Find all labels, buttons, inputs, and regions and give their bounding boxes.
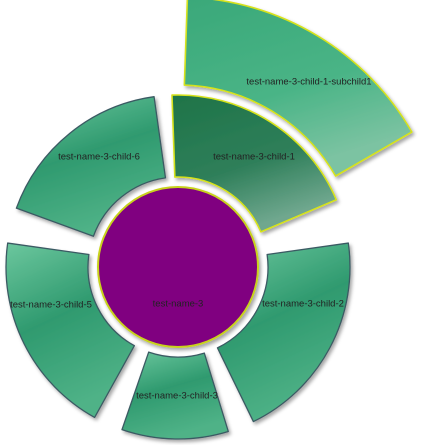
segment-label: test-name-3-child-6	[58, 152, 140, 163]
subsegment-shape[interactable]	[183, 0, 413, 177]
center-node-label: test-name-3	[153, 299, 204, 310]
segment-label: test-name-3-child-5	[10, 300, 92, 311]
segment-label: test-name-3-child-1	[213, 152, 295, 163]
segment-shape[interactable]	[5, 242, 136, 419]
center-node-circle[interactable]	[97, 186, 259, 348]
segment-shape[interactable]	[121, 351, 229, 440]
segment-test-name-3-child-2[interactable]: test-name-3-child-2	[216, 242, 351, 423]
segment-test-name-3-child-6[interactable]: test-name-3-child-6	[15, 96, 167, 237]
segment-shape[interactable]	[15, 96, 167, 237]
segment-shape[interactable]	[171, 94, 338, 233]
center-node[interactable]: test-name-3	[97, 186, 259, 348]
segment-label: test-name-3-child-3	[136, 391, 218, 402]
subsegment-label: test-name-3-child-1-subchild1	[246, 77, 371, 88]
segment-test-name-3-child-3[interactable]: test-name-3-child-3	[121, 351, 229, 440]
segment-shape[interactable]	[216, 242, 351, 423]
segment-test-name-3-child-1[interactable]: test-name-3-child-1	[171, 94, 338, 233]
segment-test-name-3-child-5[interactable]: test-name-3-child-5	[5, 242, 136, 419]
segment-label: test-name-3-child-2	[262, 299, 344, 310]
subsegment-test-name-3-child-1-subchild1[interactable]: test-name-3-child-1-subchild1	[183, 0, 413, 177]
